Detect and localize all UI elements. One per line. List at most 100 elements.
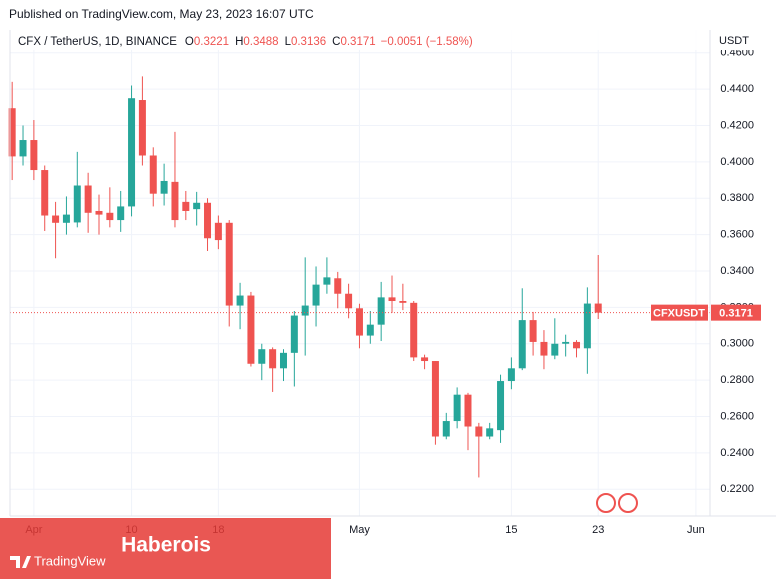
legend-value: 0.3488 <box>243 36 278 48</box>
legend-value: 0.3136 <box>291 36 326 48</box>
candle-body <box>551 343 559 356</box>
candle-body <box>149 155 157 194</box>
candle-body <box>323 277 331 285</box>
candle-body <box>171 181 179 221</box>
candle-body <box>258 349 266 364</box>
legend-value: 0.3221 <box>194 36 229 48</box>
candle-body <box>52 215 60 223</box>
y-tick-label: 0.3800 <box>720 192 754 204</box>
candle-body <box>225 222 233 306</box>
candle-body <box>540 341 548 356</box>
candle-body <box>355 308 363 336</box>
candle-body <box>290 315 298 353</box>
flag-icon <box>596 493 616 513</box>
candle-body <box>464 394 472 427</box>
x-tick-label: May <box>349 524 370 536</box>
candle-body <box>106 212 114 221</box>
candle-body <box>214 222 222 241</box>
banner <box>0 518 331 579</box>
axis-unit-bg <box>712 30 776 50</box>
candle-body <box>366 324 374 336</box>
candle-body <box>475 426 483 437</box>
candle-body <box>431 361 439 437</box>
legend-key: C <box>332 36 340 48</box>
candle-body <box>377 297 385 325</box>
candle-body <box>62 214 70 223</box>
axis-unit: USDT <box>719 35 749 47</box>
candle-body <box>345 293 353 309</box>
last-price-symbol: CFXUSDT <box>653 308 705 320</box>
candle-body <box>486 428 494 437</box>
legend-key: O <box>185 36 194 48</box>
candle-body <box>301 305 309 316</box>
candle-body <box>562 341 570 344</box>
candle-body <box>334 278 342 294</box>
candle-body <box>529 320 537 342</box>
candle-body <box>128 98 136 207</box>
legend-change: −0.0051 (−1.58%) <box>381 36 473 48</box>
candle-body <box>41 170 49 216</box>
y-tick-label: 0.3600 <box>720 229 754 241</box>
candle-body <box>399 301 407 303</box>
last-price-value-bg <box>711 304 761 321</box>
published-note: Published on TradingView.com, May 23, 20… <box>9 7 314 21</box>
y-tick-label: 0.2400 <box>720 447 754 459</box>
y-tick-label: 0.2600 <box>720 410 754 422</box>
candle-body <box>8 108 16 157</box>
candle-body <box>84 185 92 213</box>
banner-text: Haberois <box>121 534 211 557</box>
header-bar <box>0 0 776 30</box>
candle-body <box>73 185 81 223</box>
legend-symbol: CFX / TetherUS, 1D, BINANCE <box>18 36 177 48</box>
candle-body <box>138 100 146 156</box>
candle-body <box>421 357 429 362</box>
flag-icon <box>618 493 638 513</box>
candle-body <box>204 202 212 239</box>
candle-body <box>583 303 591 349</box>
y-tick-label: 0.3400 <box>720 265 754 277</box>
last-price-value: 0.3171 <box>719 308 753 320</box>
legend: CFX / TetherUS, 1D, BINANCE O0.3221 H0.348… <box>18 36 473 48</box>
candle-body <box>182 201 190 211</box>
candle-body <box>312 284 320 306</box>
x-tick-label: 15 <box>505 524 517 536</box>
legend-key: L <box>285 36 292 48</box>
candle-body <box>247 295 255 364</box>
watermark: TradingView <box>34 553 106 568</box>
candle-body <box>95 210 103 215</box>
candle-body <box>30 140 38 171</box>
event-flags <box>596 493 638 513</box>
y-tick-label: 0.4400 <box>720 83 754 95</box>
candle-body <box>573 341 581 349</box>
y-tick-label: 0.4200 <box>720 119 754 131</box>
candle-body <box>269 349 277 369</box>
candle-body <box>236 295 244 306</box>
y-tick-label: 0.4000 <box>720 156 754 168</box>
candle-body <box>117 206 125 221</box>
candle-body <box>507 368 515 382</box>
y-tick-label: 0.3000 <box>720 338 754 350</box>
candle-body <box>193 202 201 210</box>
x-tick-label: Jun <box>687 524 705 536</box>
candle-body <box>19 140 27 157</box>
y-tick-label: 0.2800 <box>720 374 754 386</box>
candle-body <box>279 352 287 369</box>
legend-key: H <box>235 36 243 48</box>
last-price-tag <box>651 304 708 321</box>
candle-body <box>453 394 461 422</box>
y-tick-label: 0.2200 <box>720 483 754 495</box>
candle-body <box>160 180 168 194</box>
legend-bg <box>10 30 710 50</box>
candle-body <box>518 320 526 369</box>
candle-body <box>594 303 602 313</box>
x-tick-label: 23 <box>592 524 604 536</box>
legend-value: 0.3171 <box>340 36 375 48</box>
plot-area: 0.22000.24000.26000.28000.30000.32000.34… <box>8 30 754 536</box>
candle-body <box>410 302 418 358</box>
logo <box>10 556 31 568</box>
candle-body <box>388 297 396 302</box>
candle-body <box>442 421 450 437</box>
candle-body <box>497 381 505 431</box>
